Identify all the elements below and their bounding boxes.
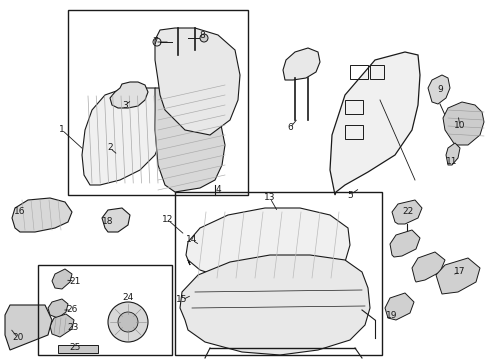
Text: 17: 17 xyxy=(453,267,465,276)
Text: 24: 24 xyxy=(122,293,133,302)
Text: 2: 2 xyxy=(107,144,113,153)
Text: 18: 18 xyxy=(102,217,114,226)
Text: 19: 19 xyxy=(386,310,397,320)
Polygon shape xyxy=(329,52,419,195)
Polygon shape xyxy=(155,88,224,192)
Text: 23: 23 xyxy=(67,324,79,333)
Bar xyxy=(58,345,98,353)
Polygon shape xyxy=(384,293,413,320)
Polygon shape xyxy=(155,28,240,135)
Text: 7: 7 xyxy=(152,37,158,46)
Text: 11: 11 xyxy=(446,158,457,166)
Polygon shape xyxy=(389,230,419,257)
Polygon shape xyxy=(50,314,74,337)
Text: 15: 15 xyxy=(176,296,187,305)
Bar xyxy=(349,65,367,79)
Polygon shape xyxy=(102,208,130,232)
Polygon shape xyxy=(411,252,444,282)
Text: 1: 1 xyxy=(59,126,65,135)
Text: 3: 3 xyxy=(122,100,128,109)
Polygon shape xyxy=(110,82,148,108)
Polygon shape xyxy=(12,198,72,232)
Polygon shape xyxy=(283,48,319,80)
Text: 14: 14 xyxy=(186,235,197,244)
Text: 21: 21 xyxy=(69,276,81,285)
Polygon shape xyxy=(185,208,349,285)
Bar xyxy=(345,100,362,114)
Text: 4: 4 xyxy=(215,185,221,194)
Bar xyxy=(38,265,172,355)
Polygon shape xyxy=(48,299,68,318)
Bar xyxy=(345,125,362,139)
Bar xyxy=(175,192,381,355)
Text: 26: 26 xyxy=(66,306,78,315)
Polygon shape xyxy=(82,88,170,185)
Text: 22: 22 xyxy=(402,207,413,216)
Text: 6: 6 xyxy=(286,123,292,132)
Circle shape xyxy=(118,312,138,332)
Bar xyxy=(369,65,383,79)
Polygon shape xyxy=(445,143,459,165)
Polygon shape xyxy=(391,200,421,224)
Text: 5: 5 xyxy=(346,190,352,199)
Text: 9: 9 xyxy=(436,85,442,94)
Circle shape xyxy=(200,34,207,42)
Text: 10: 10 xyxy=(453,122,465,130)
Polygon shape xyxy=(442,102,483,145)
Bar xyxy=(68,10,247,195)
Text: 12: 12 xyxy=(162,216,173,225)
Text: 13: 13 xyxy=(264,194,275,202)
Circle shape xyxy=(108,302,148,342)
Polygon shape xyxy=(435,258,479,294)
Text: 8: 8 xyxy=(199,31,204,40)
Polygon shape xyxy=(52,269,72,289)
Text: 20: 20 xyxy=(12,333,23,342)
Text: 25: 25 xyxy=(69,343,81,352)
Polygon shape xyxy=(5,305,52,350)
Text: 16: 16 xyxy=(14,207,26,216)
Polygon shape xyxy=(180,255,369,355)
Polygon shape xyxy=(427,75,449,104)
